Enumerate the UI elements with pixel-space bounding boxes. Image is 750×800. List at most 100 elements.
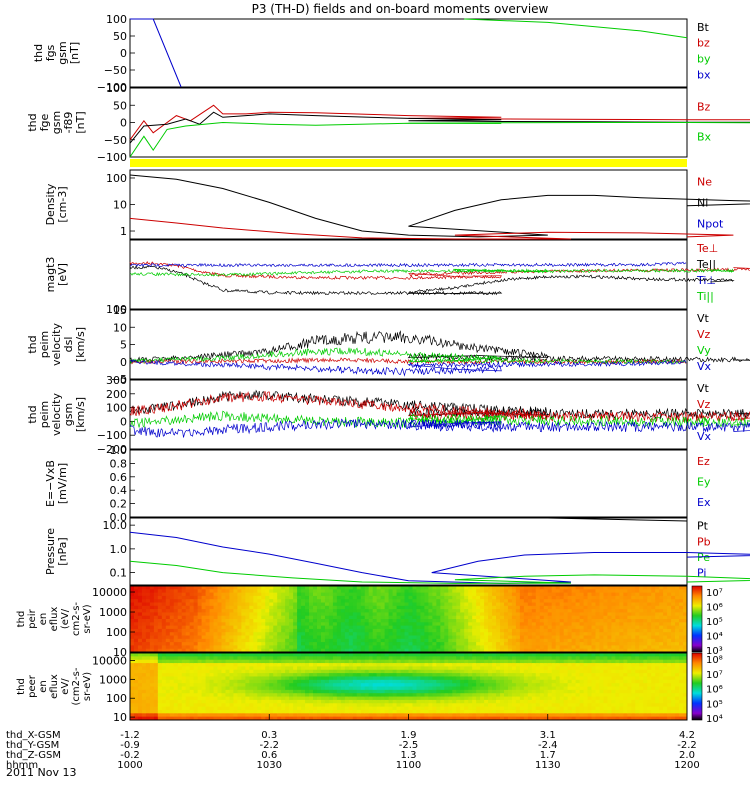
heat-cell bbox=[141, 632, 147, 637]
heat-cell bbox=[217, 653, 223, 657]
heat-cell bbox=[277, 638, 282, 643]
heat-cell bbox=[440, 653, 445, 657]
heat-cell bbox=[643, 635, 648, 640]
heat-cell bbox=[360, 605, 366, 610]
heat-cell bbox=[448, 689, 453, 694]
heat-cell bbox=[480, 638, 485, 643]
heat-cell bbox=[273, 612, 278, 617]
heat-cell bbox=[392, 653, 398, 657]
heat-cell bbox=[173, 659, 179, 664]
heat-cell bbox=[189, 689, 195, 694]
heat-cell bbox=[185, 648, 191, 652]
heat-cell bbox=[133, 706, 139, 711]
heat-cell bbox=[655, 632, 660, 637]
legend-entry: Ex bbox=[697, 496, 711, 509]
heat-cell bbox=[328, 693, 334, 698]
heat-cell bbox=[205, 709, 211, 714]
heat-cell bbox=[464, 595, 469, 600]
heat-cell bbox=[197, 679, 203, 684]
heat-cell bbox=[130, 595, 135, 600]
heat-cell bbox=[492, 679, 497, 684]
heat-cell bbox=[404, 716, 410, 720]
heat-cell bbox=[376, 622, 382, 627]
heat-cell bbox=[189, 648, 195, 652]
heat-cell bbox=[400, 676, 406, 681]
heat-cell bbox=[297, 628, 302, 633]
heat-cell bbox=[169, 669, 175, 674]
heat-cell bbox=[476, 609, 481, 613]
heat-cell bbox=[344, 679, 350, 684]
heat-cell bbox=[464, 676, 469, 681]
heat-cell bbox=[659, 589, 664, 594]
heat-cell bbox=[480, 696, 485, 701]
heat-cell bbox=[436, 689, 441, 694]
heat-cell bbox=[177, 595, 183, 600]
heat-cell bbox=[217, 638, 223, 643]
heat-cell bbox=[309, 589, 314, 594]
heat-cell bbox=[583, 642, 589, 646]
heat-cell bbox=[281, 716, 286, 720]
heat-cell bbox=[352, 595, 358, 600]
heat-cell bbox=[380, 709, 386, 714]
heat-cell bbox=[388, 586, 394, 590]
heat-cell bbox=[201, 706, 207, 711]
heat-cell bbox=[368, 713, 374, 718]
heat-cell bbox=[627, 605, 632, 610]
heat-cell bbox=[539, 638, 545, 643]
heat-cell bbox=[372, 673, 378, 678]
heat-cell bbox=[468, 638, 473, 643]
heat-cell bbox=[591, 605, 597, 610]
heat-cell bbox=[261, 605, 266, 610]
heat-cell bbox=[273, 666, 278, 671]
heat-cell bbox=[408, 663, 414, 667]
heat-cell bbox=[344, 669, 350, 674]
heat-cell bbox=[364, 642, 370, 646]
heat-cell bbox=[297, 689, 302, 694]
heat-cell bbox=[201, 586, 207, 590]
heat-cell bbox=[130, 699, 135, 704]
heat-cell bbox=[336, 648, 342, 652]
heat-cell bbox=[293, 676, 298, 681]
heat-cell bbox=[519, 716, 525, 720]
panel-frame bbox=[129, 449, 688, 518]
heat-cell bbox=[460, 632, 465, 637]
heat-cell bbox=[149, 666, 155, 671]
heat-cell bbox=[515, 599, 521, 604]
heat-cell bbox=[137, 612, 143, 617]
heat-cell bbox=[273, 645, 278, 650]
heat-cell bbox=[396, 683, 402, 688]
heat-cell bbox=[301, 703, 306, 708]
heat-cell bbox=[249, 589, 254, 594]
heat-cell bbox=[436, 648, 441, 652]
heat-cell bbox=[476, 683, 481, 688]
heat-cell bbox=[659, 586, 664, 590]
heat-cell bbox=[205, 686, 211, 691]
heat-cell bbox=[428, 628, 433, 633]
heat-cell bbox=[316, 586, 322, 590]
heat-cell bbox=[476, 673, 481, 678]
heat-cell bbox=[141, 713, 147, 718]
heat-cell bbox=[145, 703, 151, 708]
heat-cell bbox=[364, 648, 370, 652]
heat-cell bbox=[531, 679, 537, 684]
heat-cell bbox=[301, 679, 306, 684]
heat-cell bbox=[372, 703, 378, 708]
heat-cell bbox=[424, 645, 429, 650]
heat-cell bbox=[297, 666, 302, 671]
heat-cell bbox=[432, 648, 437, 652]
heat-cell bbox=[408, 589, 414, 594]
heat-cell bbox=[225, 679, 231, 684]
heat-cell bbox=[316, 686, 322, 691]
heat-cell bbox=[141, 586, 147, 590]
heat-cell bbox=[460, 619, 465, 623]
heat-cell bbox=[519, 625, 525, 630]
panel-frame bbox=[129, 18, 688, 88]
heat-cell bbox=[400, 642, 406, 646]
heat-cell bbox=[340, 706, 346, 711]
heat-cell bbox=[663, 619, 668, 623]
heat-cell bbox=[507, 709, 513, 714]
heat-cell bbox=[500, 592, 505, 597]
heat-cell bbox=[527, 686, 533, 691]
heat-cell bbox=[157, 615, 163, 620]
heat-cell bbox=[185, 595, 191, 600]
